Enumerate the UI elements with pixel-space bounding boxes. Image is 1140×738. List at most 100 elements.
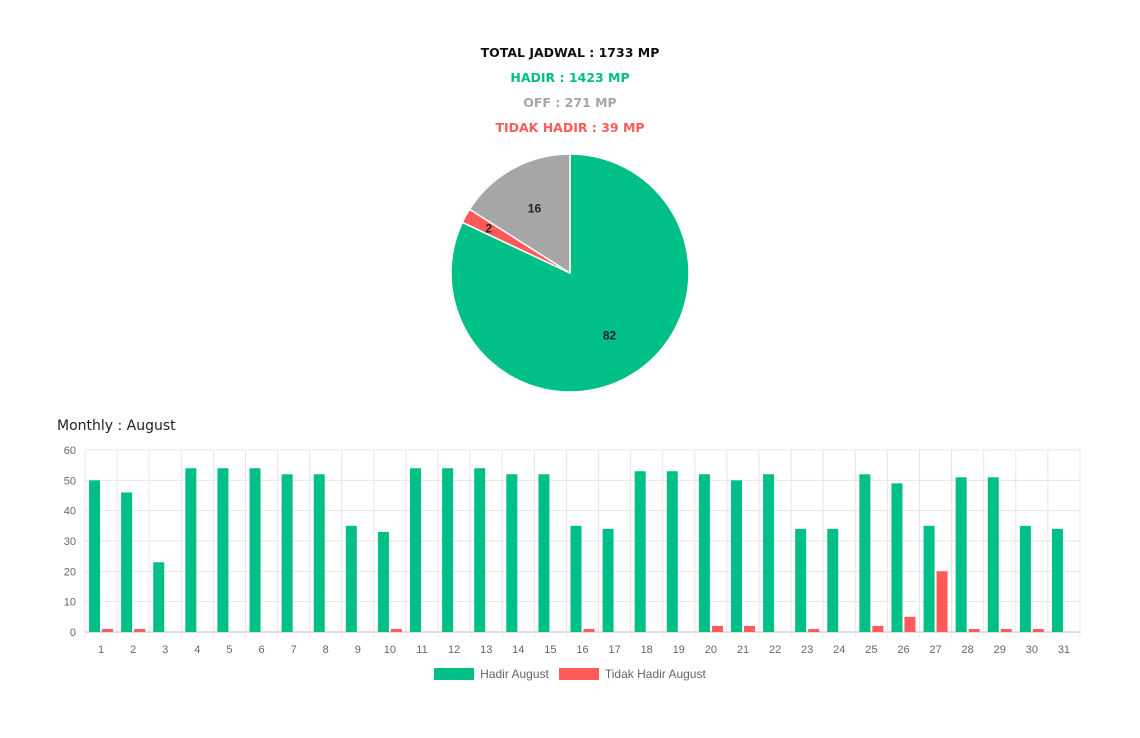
pie-slice-hadir[interactable] (450, 153, 690, 393)
bar-hadir-day-27[interactable] (923, 525, 935, 632)
bar-hadir-day-28[interactable] (955, 477, 967, 632)
bar-hadir-day-5[interactable] (217, 468, 229, 632)
x-tick-label: 20 (705, 644, 717, 656)
pie-data-label-tidak-hadir: 2 (485, 221, 492, 235)
bar-tidak-hadir-day-28[interactable] (968, 628, 980, 632)
bar-hadir-day-6[interactable] (249, 468, 261, 632)
x-tick-label: 10 (384, 644, 396, 656)
bar-hadir-day-22[interactable] (763, 474, 775, 632)
bar-chart-legend: Hadir August Tidak Hadir August (0, 667, 1140, 681)
bar-hadir-day-2[interactable] (121, 492, 133, 632)
x-tick-label: 23 (801, 644, 813, 656)
bar-hadir-day-4[interactable] (185, 468, 197, 632)
total-schedule-text: TOTAL JADWAL : 1733 MP (480, 45, 660, 60)
x-tick-label: 4 (194, 644, 200, 656)
monthly-chart-title: Monthly : August (57, 418, 176, 434)
y-tick-label: 50 (64, 475, 76, 487)
bar-tidak-hadir-day-21[interactable] (743, 625, 755, 632)
x-tick-label: 27 (929, 644, 941, 656)
legend-label-hadir: Hadir August (480, 667, 549, 681)
bar-hadir-day-13[interactable] (474, 468, 486, 632)
pie-data-label-hadir: 82 (603, 328, 617, 342)
x-tick-label: 21 (737, 644, 749, 656)
bar-tidak-hadir-day-1[interactable] (102, 628, 114, 632)
x-tick-label: 28 (962, 644, 974, 656)
x-tick-label: 1 (98, 644, 104, 656)
bar-tidak-hadir-day-27[interactable] (936, 571, 948, 632)
x-tick-label: 12 (448, 644, 460, 656)
x-tick-label: 22 (769, 644, 781, 656)
x-tick-label: 7 (291, 644, 297, 656)
bar-hadir-day-21[interactable] (730, 480, 742, 632)
bar-hadir-day-15[interactable] (538, 474, 550, 632)
bar-tidak-hadir-day-20[interactable] (711, 625, 723, 632)
x-tick-label: 2 (130, 644, 136, 656)
present-count-text: HADIR : 1423 MP (510, 70, 630, 85)
bar-tidak-hadir-day-26[interactable] (904, 616, 916, 632)
bar-hadir-day-23[interactable] (795, 528, 807, 632)
y-tick-label: 20 (64, 566, 76, 578)
absent-count-text: TIDAK HADIR : 39 MP (495, 120, 645, 135)
bar-hadir-day-24[interactable] (827, 528, 839, 632)
bar-hadir-day-14[interactable] (506, 474, 518, 632)
y-tick-label: 40 (64, 506, 76, 518)
x-tick-label: 16 (576, 644, 588, 656)
off-count-text: OFF : 271 MP (523, 95, 617, 110)
x-tick-label: 31 (1058, 644, 1070, 656)
legend-item-hadir[interactable]: Hadir August (434, 667, 549, 681)
bar-tidak-hadir-day-2[interactable] (134, 628, 146, 632)
attendance-summary: TOTAL JADWAL : 1733 MP HADIR : 1423 MP O… (0, 40, 1140, 140)
x-tick-label: 9 (355, 644, 361, 656)
x-tick-label: 17 (608, 644, 620, 656)
bar-tidak-hadir-day-29[interactable] (1000, 628, 1012, 632)
x-tick-label: 24 (833, 644, 845, 656)
bar-tidak-hadir-day-30[interactable] (1032, 628, 1044, 632)
bar-tidak-hadir-day-25[interactable] (872, 625, 884, 632)
bar-hadir-day-16[interactable] (570, 525, 582, 632)
y-tick-label: 60 (64, 445, 76, 457)
x-tick-label: 6 (258, 644, 264, 656)
bar-hadir-day-17[interactable] (602, 528, 614, 632)
bar-hadir-day-29[interactable] (987, 477, 999, 632)
bar-hadir-day-25[interactable] (859, 474, 871, 632)
bar-hadir-day-26[interactable] (891, 483, 903, 632)
x-tick-label: 18 (641, 644, 653, 656)
bar-hadir-day-20[interactable] (698, 474, 710, 632)
pie-slice-off[interactable] (468, 153, 571, 275)
legend-label-tidak-hadir: Tidak Hadir August (604, 667, 706, 681)
bar-hadir-day-10[interactable] (377, 531, 389, 632)
bar-tidak-hadir-day-10[interactable] (390, 628, 402, 632)
bar-hadir-day-19[interactable] (666, 471, 678, 632)
y-tick-label: 0 (70, 627, 76, 639)
x-tick-label: 19 (673, 644, 685, 656)
x-tick-label: 14 (512, 644, 524, 656)
pie-data-label-off: 16 (528, 201, 542, 215)
x-tick-label: 3 (162, 644, 168, 656)
x-tick-label: 26 (897, 644, 909, 656)
x-tick-label: 15 (544, 644, 556, 656)
bar-hadir-day-8[interactable] (313, 474, 325, 632)
bar-tidak-hadir-day-23[interactable] (808, 628, 820, 632)
x-tick-label: 11 (416, 644, 427, 656)
attendance-pie-chart: 82 2 16 (450, 153, 690, 393)
bar-tidak-hadir-day-16[interactable] (583, 628, 595, 632)
legend-item-tidak-hadir[interactable]: Tidak Hadir August (558, 667, 706, 681)
bar-hadir-day-12[interactable] (442, 468, 454, 632)
bar-hadir-day-9[interactable] (345, 525, 357, 632)
bar-hadir-day-18[interactable] (634, 471, 646, 632)
x-tick-label: 8 (323, 644, 329, 656)
x-tick-label: 5 (226, 644, 232, 656)
bar-hadir-day-11[interactable] (410, 468, 422, 632)
bar-hadir-day-30[interactable] (1019, 525, 1031, 632)
y-tick-label: 30 (64, 536, 76, 548)
y-tick-label: 10 (64, 597, 76, 609)
bar-hadir-day-7[interactable] (281, 474, 293, 632)
bar-hadir-day-1[interactable] (89, 480, 101, 632)
x-tick-label: 25 (865, 644, 877, 656)
x-tick-label: 13 (480, 644, 492, 656)
legend-swatch-hadir (434, 668, 475, 680)
bar-hadir-day-3[interactable] (153, 562, 165, 632)
bar-hadir-day-31[interactable] (1051, 528, 1063, 632)
x-tick-label: 29 (994, 644, 1006, 656)
